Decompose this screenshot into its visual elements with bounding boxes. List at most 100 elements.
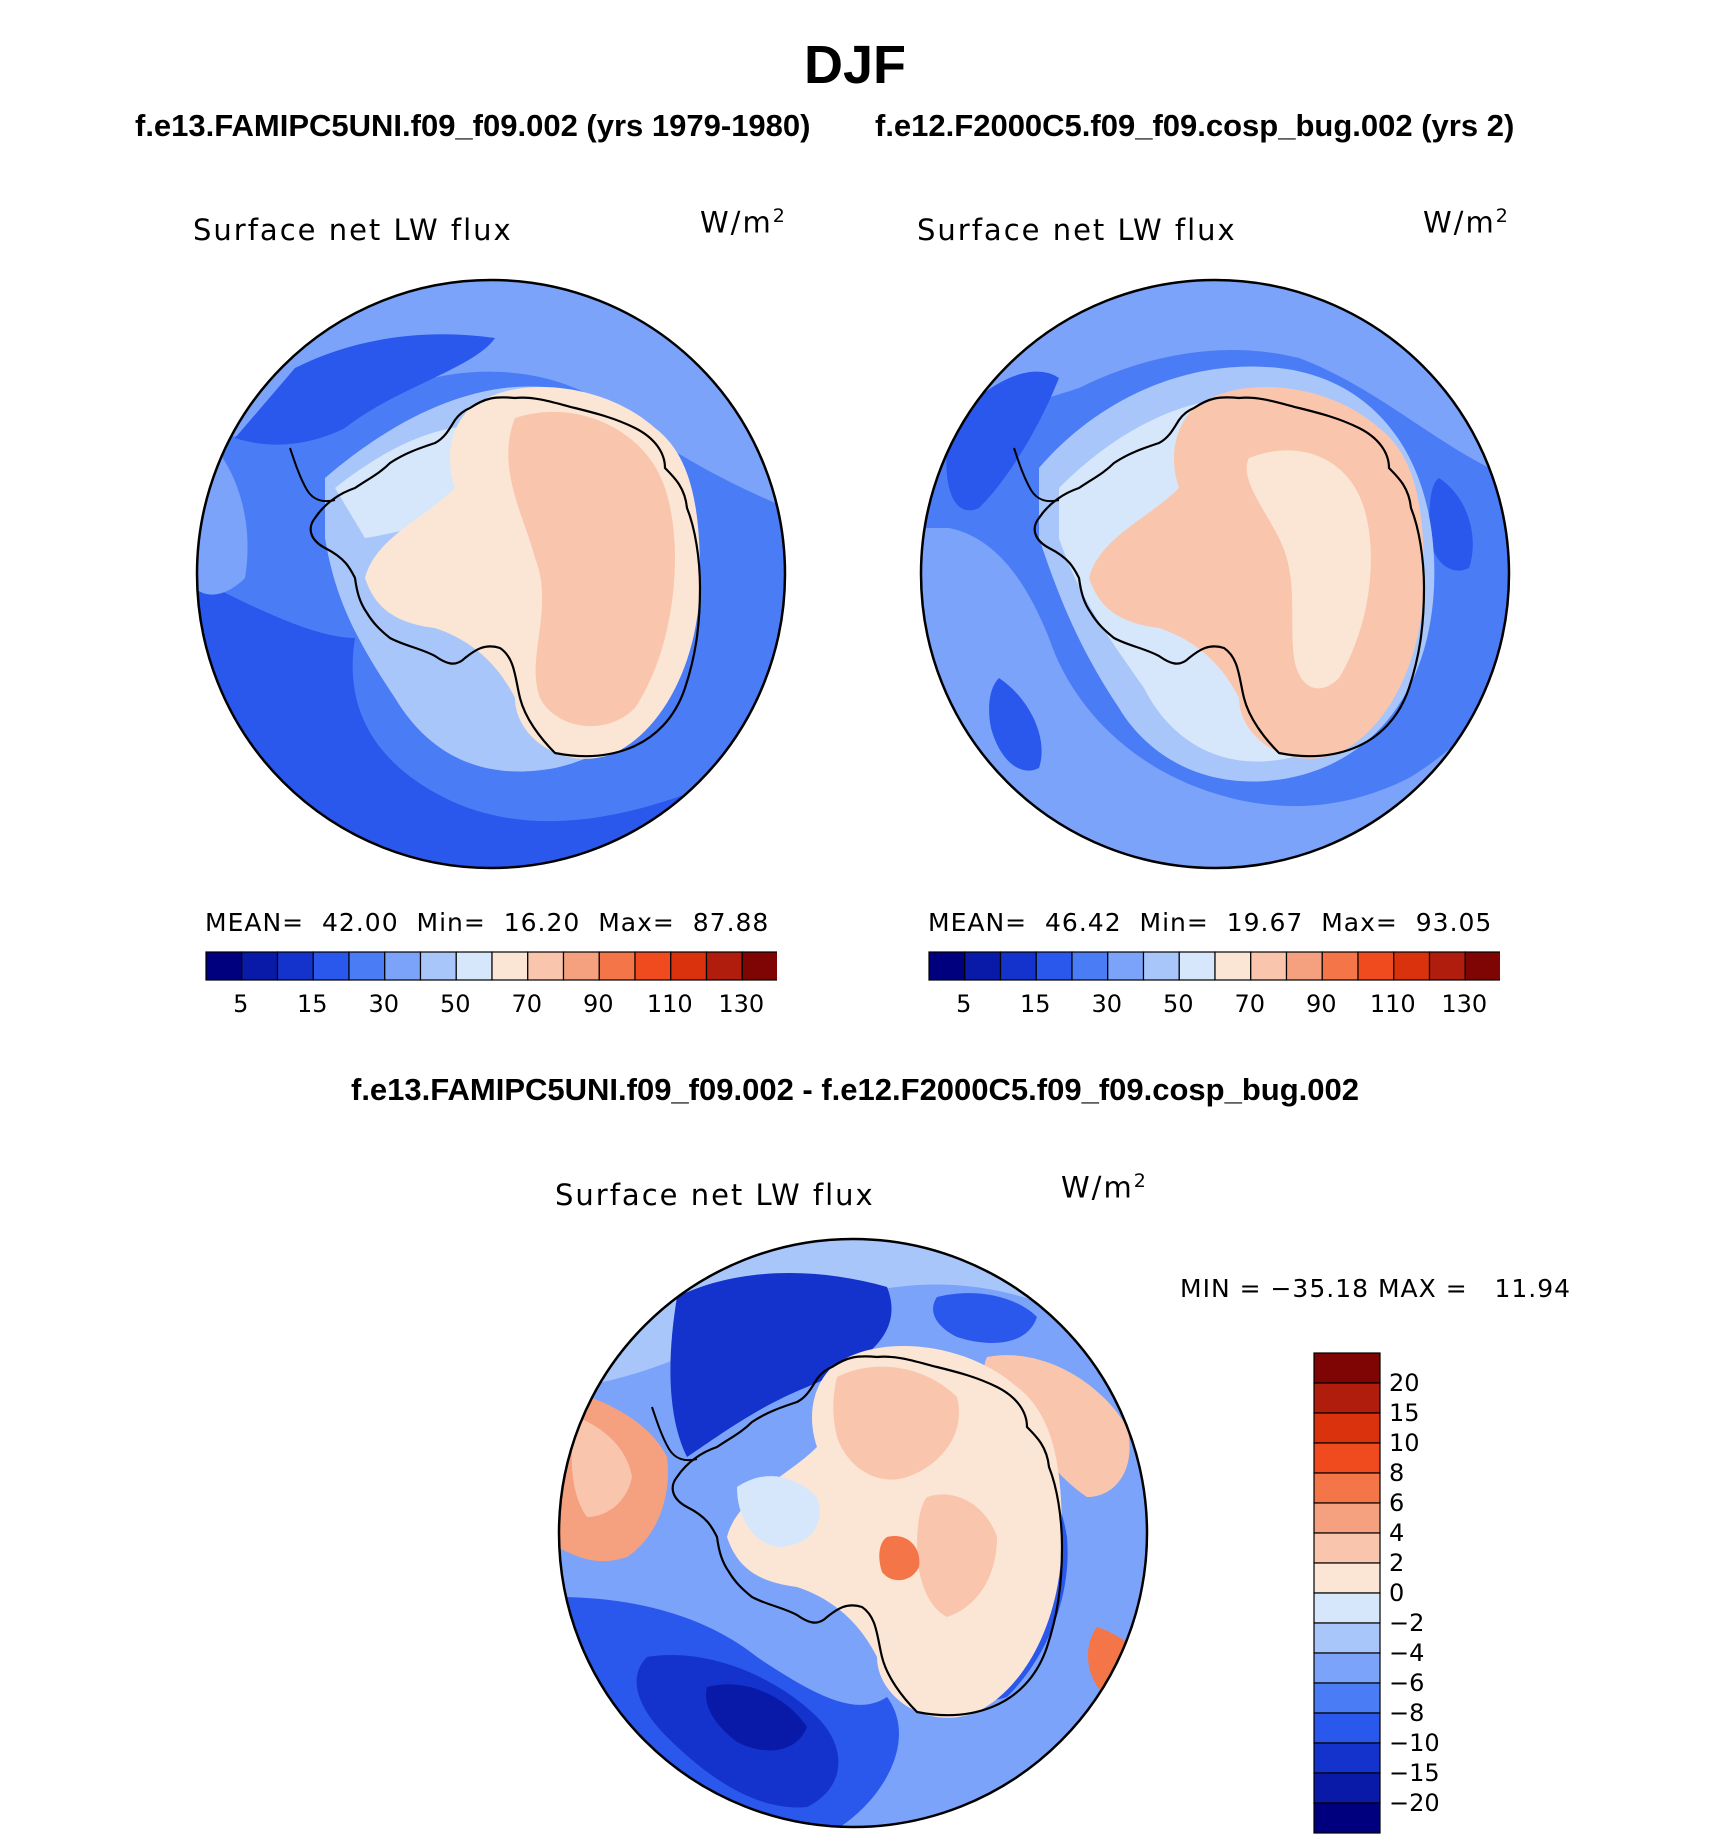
panel1-colorbar-box	[419, 951, 457, 981]
panel2-pacific-band	[921, 528, 1509, 868]
diff-colorbar-tick-label: −4	[1389, 1639, 1425, 1667]
diff-colorbar-tick-label: −10	[1389, 1729, 1440, 1757]
panel3-north-negative	[670, 1273, 892, 1457]
panel1-colorbar-tick-label: 90	[582, 990, 614, 1018]
diff-colorbar-box	[1313, 1622, 1381, 1654]
panel3-minmax: MIN = −35.18 MAX = 11.94	[1180, 1274, 1572, 1303]
case1-title: f.e13.FAMIPC5UNI.f09_f09.002 (yrs 1979-1…	[135, 108, 811, 143]
diff-colorbar-tick-label: 4	[1389, 1519, 1405, 1547]
panel2-colorbar-box	[999, 951, 1037, 981]
panel3-variable-title: Surface net LW flux	[555, 1178, 875, 1212]
diff-colorbar-box	[1313, 1562, 1381, 1594]
panel1-colorbar-box	[276, 951, 314, 981]
diff-colorbar-tick-label: −8	[1389, 1699, 1425, 1727]
panel1-variable-title: Surface net LW flux	[193, 213, 513, 247]
panel2-midlat-band	[921, 280, 1509, 478]
panel1-colorbar-tick-label: 130	[718, 990, 765, 1018]
diff-colorbar-box	[1313, 1682, 1381, 1714]
panel1-colorbar-box	[455, 951, 493, 981]
panel2-colorbar	[928, 951, 1500, 981]
panel1-units: W/m2	[700, 205, 787, 240]
diff-colorbar	[1313, 1352, 1381, 1834]
panel1-colorbar-tick-label: 15	[296, 990, 328, 1018]
diff-colorbar-tick-label: −20	[1389, 1789, 1440, 1817]
panel2-colorbar-box	[1250, 951, 1288, 981]
diff-colorbar-tick-label: 2	[1389, 1549, 1405, 1577]
diff-colorbar-box	[1313, 1802, 1381, 1834]
diff-colorbar-box	[1313, 1472, 1381, 1504]
panel2-plateau-fill	[1246, 450, 1371, 689]
panel1-map	[195, 278, 787, 870]
panel1-map-border	[195, 278, 787, 870]
diff-colorbar-tick-label: 0	[1389, 1579, 1405, 1607]
diff-colorbar-box	[1313, 1352, 1381, 1384]
panel1-colorbar-box	[670, 951, 708, 981]
panel1-colorbar-box	[384, 951, 422, 981]
panel2-colorbar-tick-label: 15	[1019, 990, 1051, 1018]
panel1-colorbar-box	[312, 951, 350, 981]
panel1-colorbar	[205, 951, 777, 981]
diff-title: f.e13.FAMIPC5UNI.f09_f09.002 - f.e12.F20…	[351, 1072, 1359, 1107]
panel2-stats: MEAN= 46.42 Min= 19.67 Max= 93.05	[928, 908, 1493, 937]
panel1-colorbar-box	[205, 951, 243, 981]
diff-colorbar-ticks: 20 15 10 8 6 4 2 0 −2 −4 −6 −8 −10 −15 −20	[1389, 1352, 1509, 1834]
panel3-west-positive-inner	[571, 1417, 632, 1517]
diff-colorbar-box	[1313, 1382, 1381, 1414]
panel2-coastline	[1033, 396, 1426, 758]
panel2-colorbar-tick-label: 5	[956, 990, 972, 1018]
diff-colorbar-box	[1313, 1532, 1381, 1564]
panel2-colorbar-tick-label: 30	[1091, 990, 1123, 1018]
diff-colorbar-tick-label: 15	[1389, 1399, 1420, 1427]
diff-colorbar-box	[1313, 1742, 1381, 1774]
panel1-colorbar-tick-label: 70	[511, 990, 543, 1018]
panel2-south-patch	[989, 678, 1042, 771]
diff-colorbar-box	[1313, 1652, 1381, 1684]
panel2-colorbar-box	[1178, 951, 1216, 981]
panel2-map	[919, 278, 1511, 870]
panel1-stats: MEAN= 42.00 Min= 16.20 Max= 87.88	[205, 908, 770, 937]
diff-colorbar-tick-label: 10	[1389, 1429, 1420, 1457]
panel2-colorbar-box	[1214, 951, 1252, 981]
panel3-positive-patch-b	[917, 1494, 997, 1617]
panel2-colorbar-tick-label: 130	[1441, 990, 1488, 1018]
panel2-colorbar-box	[1107, 951, 1145, 981]
panel1-colorbar-box	[598, 951, 636, 981]
panel3-north-patch	[933, 1293, 1037, 1343]
panel2-colorbar-box	[1142, 951, 1180, 981]
panel3-peninsula	[651, 1406, 698, 1462]
panel1-midlat-band	[197, 280, 785, 508]
panel1-colorbar-box	[634, 951, 672, 981]
panel1-east-antarctica-fill	[508, 411, 675, 727]
panel2-colorbar-box	[928, 951, 966, 981]
panel2-units: W/m2	[1423, 205, 1510, 240]
panel2-map-border	[919, 278, 1511, 870]
panel3-antarctica-fill	[727, 1345, 1062, 1718]
panel1-colorbar-box	[491, 951, 529, 981]
panel2-peninsula	[1013, 447, 1060, 503]
panel1-colorbar-box	[741, 951, 777, 981]
panel2-colorbar-box	[1071, 951, 1109, 981]
panel1-atlantic-patch	[235, 334, 495, 445]
diff-colorbar-box	[1313, 1502, 1381, 1534]
panel3-units: W/m2	[1061, 1170, 1148, 1205]
panel1-colorbar-box	[348, 951, 386, 981]
panel3-positive-max	[879, 1536, 920, 1581]
panel1-colorbar-tick-label: 30	[368, 990, 400, 1018]
season-title: DJF	[803, 35, 906, 95]
panel2-east-patch	[1429, 478, 1473, 571]
diff-colorbar-tick-label: 6	[1389, 1489, 1405, 1517]
diff-colorbar-tick-label: 8	[1389, 1459, 1405, 1487]
panel2-colorbar-tick-label: 70	[1234, 990, 1266, 1018]
diff-colorbar-box	[1313, 1592, 1381, 1624]
panel3-pacific-min	[706, 1684, 807, 1751]
panel2-colorbar-box	[1321, 951, 1359, 981]
diff-colorbar-tick-label: −15	[1389, 1759, 1440, 1787]
panel1-colorbar-ticks: 5 15 30 50 70 90 110 130	[205, 990, 777, 1020]
diff-colorbar-box	[1313, 1712, 1381, 1744]
diff-colorbar-tick-label: −6	[1389, 1669, 1425, 1697]
panel1-peninsula	[289, 447, 336, 503]
panel1-colorbar-tick-label: 110	[646, 990, 693, 1018]
panel2-variable-title: Surface net LW flux	[917, 213, 1237, 247]
panel1-pacific-band	[197, 578, 785, 868]
panel2-colorbar-box	[1035, 951, 1073, 981]
